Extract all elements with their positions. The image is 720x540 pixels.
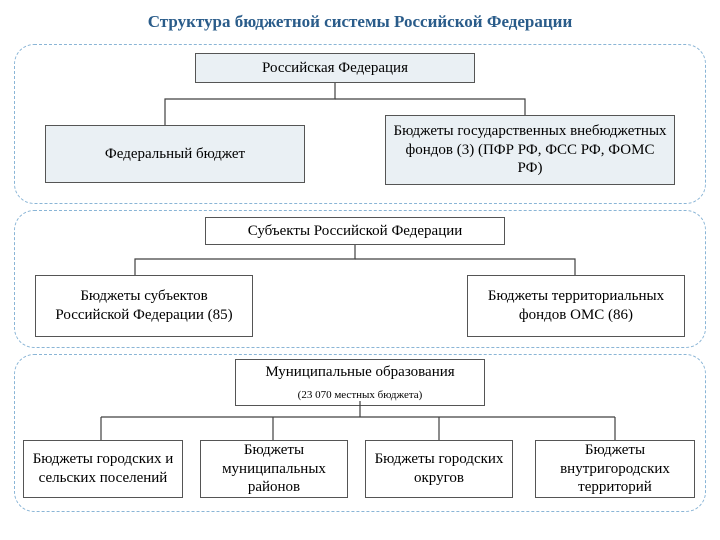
node-extrabudget-funds: Бюджеты государственных внебюджетных фон… — [385, 115, 675, 185]
section-federal: Российская Федерация Федеральный бюджет … — [14, 44, 706, 204]
section-subjects: Субъекты Российской Федерации Бюджеты су… — [14, 210, 706, 348]
node-muni-c1: Бюджеты городских и сельских поселений — [23, 440, 183, 498]
node-rf: Российская Федерация — [195, 53, 475, 83]
node-federal-budget: Федеральный бюджет — [45, 125, 305, 183]
node-municipal-note: (23 070 местных бюджета) — [298, 389, 423, 401]
diagram-title: Структура бюджетной системы Российской Ф… — [0, 0, 720, 40]
section-municipal: Муниципальные образования (23 070 местны… — [14, 354, 706, 512]
node-subjects-budgets: Бюджеты субъектов Российской Федерации (… — [35, 275, 253, 337]
node-muni-c3: Бюджеты городских округов — [365, 440, 513, 498]
node-muni-c2: Бюджеты муниципальных районов — [200, 440, 348, 498]
node-subjects-rf: Субъекты Российской Федерации — [205, 217, 505, 245]
node-territorial-oms: Бюджеты территориальных фондов ОМС (86) — [467, 275, 685, 337]
node-muni-c4: Бюджеты внутригородских территорий — [535, 440, 695, 498]
node-municipal: Муниципальные образования — [235, 359, 485, 385]
